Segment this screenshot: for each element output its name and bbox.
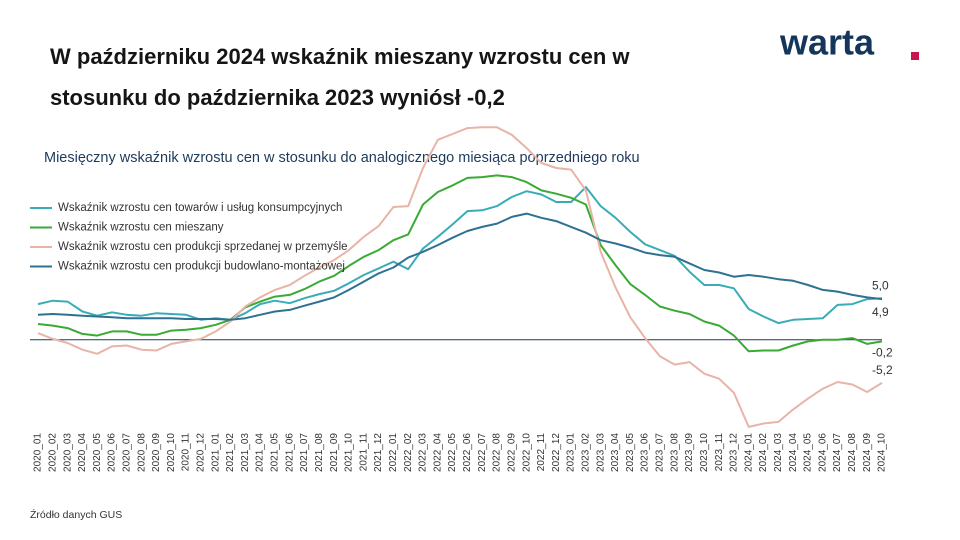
x-tick-label: 2023_10	[699, 433, 710, 472]
x-tick-label: 2020_07	[121, 433, 132, 472]
x-tick-label: 2023_07	[655, 433, 666, 472]
x-tick-label: 2021_11	[358, 433, 369, 472]
x-tick-label: 2021_10	[344, 433, 355, 472]
x-tick-label: 2024_07	[832, 433, 843, 472]
x-tick-label: 2021_03	[240, 433, 251, 472]
series-line	[37, 186, 883, 325]
x-tick-label: 2024_06	[817, 433, 828, 472]
x-tick-label: 2021_01	[210, 433, 221, 472]
x-tick-label: 2024_08	[847, 433, 858, 472]
end-label: 5,0	[872, 278, 889, 292]
legend-label: Wskaźnik wzrostu cen produkcji budowlano…	[58, 261, 345, 273]
legend-label: Wskaźnik wzrostu cen towarów i usług kon…	[58, 202, 342, 214]
x-tick-label: 2021_06	[284, 433, 295, 472]
x-tick-label: 2020_02	[47, 433, 58, 472]
x-tick-label: 2022_11	[536, 433, 547, 472]
x-tick-label: 2022_10	[521, 433, 532, 472]
x-tick-label: 2020_10	[166, 433, 177, 472]
x-tick-label: 2023_03	[595, 433, 606, 472]
x-tick-label: 2020_01	[33, 433, 44, 472]
series-line	[37, 126, 883, 428]
x-tick-label: 2024_02	[758, 433, 769, 472]
x-tick-label: 2023_04	[610, 433, 621, 472]
x-tick-label: 2021_04	[255, 433, 266, 472]
x-tick-label: 2020_12	[196, 433, 207, 472]
series-line	[37, 212, 883, 321]
source: Źródło danych GUS	[30, 508, 122, 521]
x-tick-label: 2021_12	[373, 433, 384, 472]
chart-title: stosunku do października 2023 wyniósł -0…	[50, 85, 505, 110]
logo: warta	[779, 22, 875, 63]
x-tick-label: 2021_02	[225, 433, 236, 472]
x-tick-label: 2023_11	[714, 433, 725, 472]
x-tick-label: 2022_09	[506, 433, 517, 472]
x-tick-label: 2024_10	[877, 433, 888, 472]
x-tick-label: 2024_01	[743, 433, 754, 472]
x-tick-label: 2020_06	[107, 433, 118, 472]
x-tick-label: 2021_08	[314, 433, 325, 472]
x-tick-label: 2020_04	[77, 433, 88, 472]
x-tick-label: 2023_12	[729, 433, 740, 472]
x-tick-label: 2024_04	[788, 433, 799, 472]
x-tick-label: 2023_05	[625, 433, 636, 472]
x-tick-label: 2022_01	[388, 433, 399, 472]
end-label: 4,9	[872, 305, 889, 319]
x-tick-label: 2022_12	[551, 433, 562, 472]
x-tick-label: 2020_05	[92, 433, 103, 472]
x-tick-label: 2024_03	[773, 433, 784, 472]
x-tick-label: 2021_07	[299, 433, 310, 472]
x-tick-label: 2023_02	[581, 433, 592, 472]
x-tick-label: 2020_11	[181, 433, 192, 472]
end-label: -5,2	[872, 363, 893, 377]
x-tick-label: 2021_05	[270, 433, 281, 472]
chart-subtitle: Miesięczny wskaźnik wzrostu cen w stosun…	[44, 150, 640, 166]
x-tick-label: 2023_01	[566, 433, 577, 472]
end-label: -0,2	[872, 346, 893, 360]
x-tick-label: 2022_04	[432, 433, 443, 472]
x-tick-label: 2021_09	[329, 433, 340, 472]
x-tick-label: 2022_07	[477, 433, 488, 472]
x-tick-label: 2023_09	[684, 433, 695, 472]
x-tick-label: 2022_06	[462, 433, 473, 472]
x-tick-label: 2022_02	[403, 433, 414, 472]
legend-label: Wskaźnik wzrostu cen produkcji sprzedane…	[58, 241, 348, 253]
x-tick-label: 2020_08	[136, 433, 147, 472]
x-tick-label: 2022_08	[492, 433, 503, 472]
x-tick-label: 2022_03	[418, 433, 429, 472]
x-tick-label: 2020_09	[151, 433, 162, 472]
logo-dot	[911, 52, 919, 60]
x-tick-label: 2023_06	[640, 433, 651, 472]
x-tick-label: 2024_09	[862, 433, 873, 472]
x-tick-label: 2020_03	[62, 433, 73, 472]
x-tick-label: 2022_05	[447, 433, 458, 472]
chart-title: W październiku 2024 wskaźnik mieszany wz…	[50, 44, 630, 69]
x-tick-label: 2023_08	[669, 433, 680, 472]
series-line	[37, 174, 883, 353]
x-tick-label: 2024_05	[803, 433, 814, 472]
legend-label: Wskaźnik wzrostu cen mieszany	[58, 222, 224, 234]
